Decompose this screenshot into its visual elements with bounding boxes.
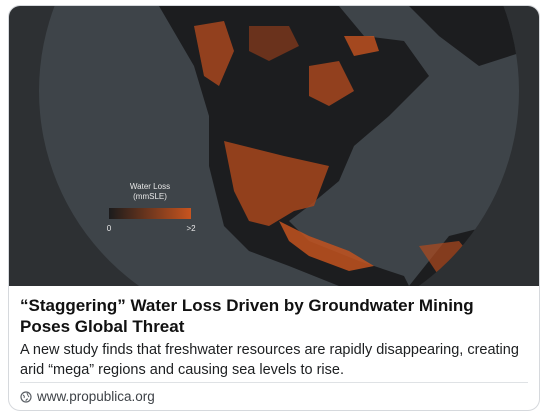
globe-icon	[20, 390, 32, 403]
divider	[20, 382, 528, 383]
legend-title: Water Loss	[130, 182, 170, 191]
legend-gradient	[109, 208, 191, 219]
site-url: www.propublica.org	[37, 389, 155, 404]
card-description: A new study finds that freshwater resour…	[20, 342, 519, 378]
card-title: “Staggering” Water Loss Driven by Ground…	[20, 296, 474, 336]
land	[159, 6, 519, 286]
legend-unit: (mmSLE)	[133, 192, 167, 201]
legend: Water Loss (mmSLE) 0 >2	[107, 182, 196, 233]
link-preview-card[interactable]: Water Loss (mmSLE) 0 >2 “Staggering” Wat…	[8, 5, 540, 411]
legend-max: >2	[186, 224, 196, 233]
map-image: Water Loss (mmSLE) 0 >2	[9, 6, 539, 286]
legend-min: 0	[107, 224, 112, 233]
site-row: www.propublica.org	[20, 389, 155, 404]
